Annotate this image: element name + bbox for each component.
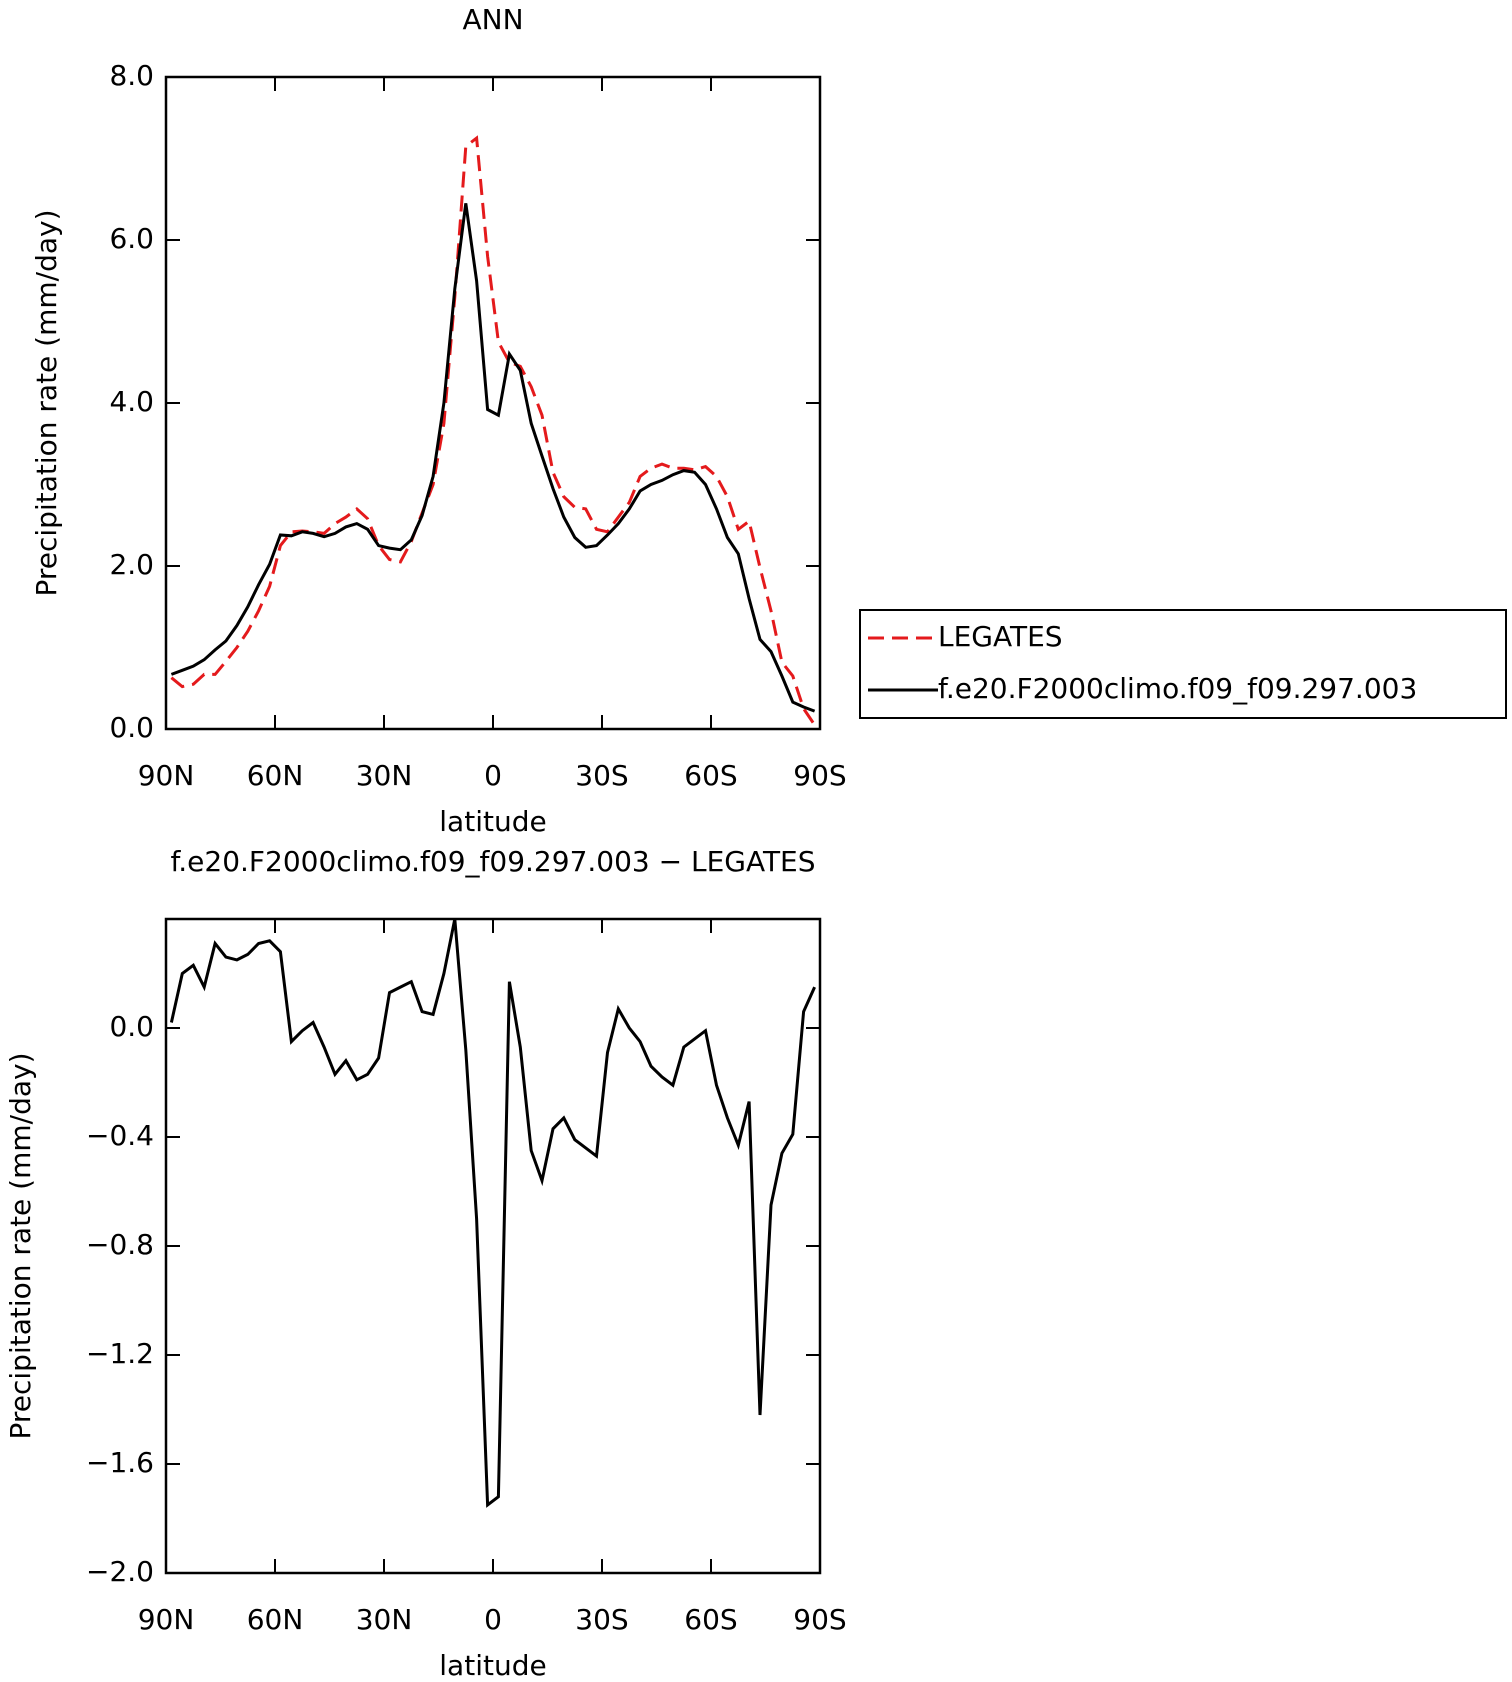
x-tick-label: 0 [484, 759, 502, 792]
legend-box [859, 609, 1507, 719]
x-axis-label: latitude [439, 805, 546, 838]
y-tick-label: −1.6 [86, 1446, 154, 1479]
y-tick-label: 6.0 [109, 222, 154, 255]
data-line [170, 135, 816, 726]
data-line [169, 919, 816, 1508]
x-tick-label: 0 [484, 1603, 502, 1636]
y-tick-label: 0.0 [109, 1010, 154, 1043]
y-tick-label: 2.0 [109, 548, 154, 581]
chart-title: ANN [462, 3, 523, 36]
y-tick-label: −0.8 [86, 1228, 154, 1261]
y-axis-label: Precipitation rate (mm/day) [30, 209, 63, 596]
x-tick-label: 90S [793, 759, 846, 792]
x-tick-label: 30N [356, 759, 413, 792]
plot-frame [164, 75, 822, 731]
x-tick-label: 90N [138, 1603, 195, 1636]
x-tick-label: 60N [247, 759, 304, 792]
chart-title: f.e20.F2000climo.f09_f09.297.003 − LEGAT… [170, 845, 815, 878]
y-tick-label: 8.0 [109, 59, 154, 92]
x-tick-label: 30N [356, 1603, 413, 1636]
legend-label: LEGATES [938, 620, 1063, 653]
legend-label: f.e20.F2000climo.f09_f09.297.003 [938, 672, 1417, 705]
y-tick-label: −0.4 [86, 1119, 154, 1152]
x-tick-label: 60S [684, 1603, 737, 1636]
x-tick-label: 60S [684, 759, 737, 792]
x-tick-label: 30S [575, 759, 628, 792]
x-axis-label: latitude [439, 1649, 546, 1682]
y-tick-label: 4.0 [109, 385, 154, 418]
x-tick-label: 90S [793, 1603, 846, 1636]
y-tick-label: 0.0 [109, 711, 154, 744]
x-tick-label: 30S [575, 1603, 628, 1636]
data-line [170, 203, 816, 713]
y-axis-label: Precipitation rate (mm/day) [4, 1052, 37, 1439]
y-tick-label: −2.0 [86, 1555, 154, 1588]
y-tick-label: −1.2 [86, 1337, 154, 1370]
plot-frame [164, 917, 822, 1575]
x-tick-label: 90N [138, 759, 195, 792]
x-tick-label: 60N [247, 1603, 304, 1636]
